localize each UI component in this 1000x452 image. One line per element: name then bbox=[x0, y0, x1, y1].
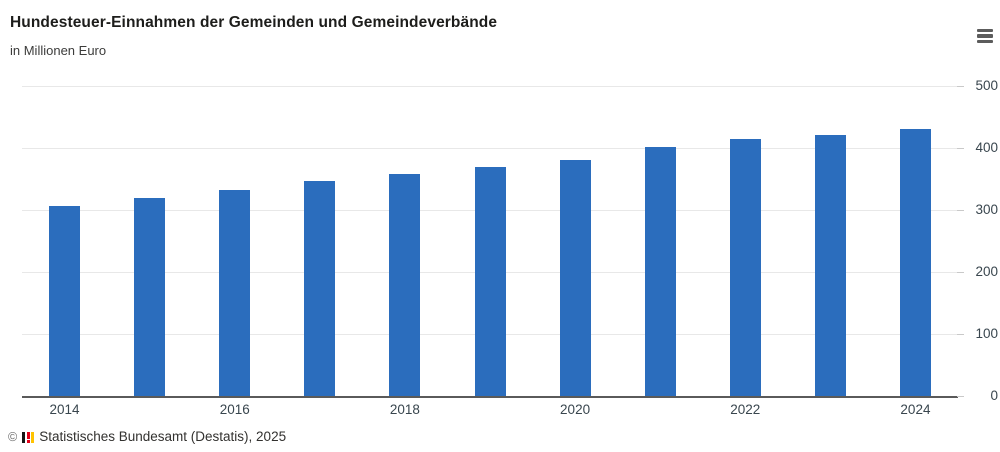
y-axis-label-0: 0 bbox=[990, 388, 998, 403]
bar-2022[interactable] bbox=[729, 139, 761, 396]
source-line: © Statistisches Bundesamt (Destatis), 20… bbox=[8, 429, 286, 444]
chart-title: Hundesteuer-Einnahmen der Gemeinden und … bbox=[10, 14, 498, 31]
destatis-logo-black-bar bbox=[22, 431, 26, 443]
x-axis-label-2022: 2022 bbox=[730, 402, 761, 417]
destatis-logo-icon bbox=[22, 431, 35, 443]
bar-2015[interactable] bbox=[134, 198, 166, 396]
hamburger-menu-icon bbox=[977, 28, 993, 33]
bar-2014[interactable] bbox=[49, 205, 81, 396]
y-tick-mark bbox=[957, 148, 964, 149]
bar-2020[interactable] bbox=[559, 160, 591, 396]
y-tick-mark bbox=[957, 334, 964, 335]
chart-subtitle: in Millionen Euro bbox=[10, 43, 107, 58]
bar-2016[interactable] bbox=[219, 189, 251, 396]
x-axis-label-2016: 2016 bbox=[219, 402, 250, 417]
hamburger-menu-icon bbox=[977, 34, 993, 38]
y-tick-mark bbox=[957, 86, 964, 87]
y-axis-label-300: 300 bbox=[975, 202, 998, 217]
destatis-logo-red-bar bbox=[26, 432, 30, 443]
y-tick-mark bbox=[957, 396, 964, 397]
x-axis-label-2014: 2014 bbox=[49, 402, 80, 417]
chart-menu-button[interactable] bbox=[975, 26, 997, 46]
bar-2017[interactable] bbox=[304, 181, 336, 396]
copyright-symbol: © bbox=[8, 429, 18, 444]
y-tick-mark bbox=[957, 210, 964, 211]
source-text: Statistisches Bundesamt (Destatis), 2025 bbox=[39, 429, 287, 444]
destatis-logo-gold-bar bbox=[31, 431, 35, 443]
bar-2019[interactable] bbox=[474, 167, 506, 396]
x-axis-label-2020: 2020 bbox=[560, 402, 591, 417]
plot-area bbox=[22, 85, 958, 398]
y-axis-label-500: 500 bbox=[975, 78, 998, 93]
y-tick-mark bbox=[957, 272, 964, 273]
bar-2021[interactable] bbox=[644, 147, 676, 396]
hamburger-menu-icon bbox=[977, 39, 993, 44]
bar-2018[interactable] bbox=[389, 174, 421, 396]
x-axis-label-2018: 2018 bbox=[389, 402, 420, 417]
gridline-400 bbox=[22, 147, 958, 149]
bar-2024[interactable] bbox=[899, 129, 931, 396]
x-axis-label-2024: 2024 bbox=[900, 402, 931, 417]
gridline-500 bbox=[22, 85, 958, 87]
bar-2023[interactable] bbox=[814, 134, 846, 396]
y-axis-label-100: 100 bbox=[975, 326, 998, 341]
y-axis-label-400: 400 bbox=[975, 140, 998, 155]
y-axis-label-200: 200 bbox=[975, 264, 998, 279]
